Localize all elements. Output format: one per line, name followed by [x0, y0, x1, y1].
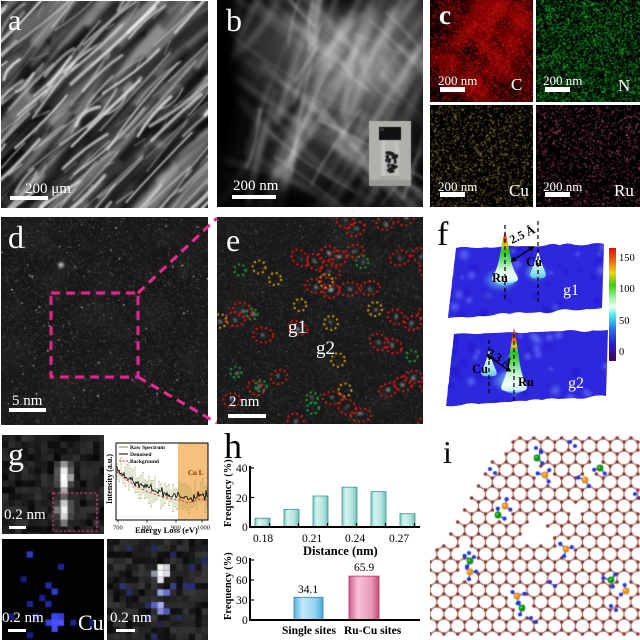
svg-text:60: 60	[236, 575, 248, 587]
svg-text:Cu L: Cu L	[188, 469, 204, 477]
svg-text:g2: g2	[568, 375, 584, 392]
svg-text:100: 100	[619, 284, 635, 295]
svg-text:2.5 Å: 2.5 Å	[507, 222, 537, 246]
svg-text:Distance (nm): Distance (nm)	[303, 544, 378, 558]
svg-text:1000: 1000	[197, 525, 210, 532]
svg-text:0: 0	[242, 615, 248, 627]
svg-text:20: 20	[236, 493, 248, 505]
svg-text:40: 40	[236, 463, 248, 475]
svg-text:Ru-Cu sites: Ru-Cu sites	[344, 625, 402, 637]
svg-text:Ru: Ru	[492, 271, 508, 285]
svg-text:700: 700	[113, 525, 123, 532]
svg-text:Background: Background	[130, 459, 159, 465]
svg-text:Frequency (%): Frequency (%)	[223, 552, 234, 620]
svg-text:Denoised: Denoised	[130, 452, 151, 458]
svg-text:0: 0	[619, 347, 624, 358]
svg-text:Single sites: Single sites	[282, 625, 337, 637]
svg-text:Ru: Ru	[518, 375, 534, 389]
svg-text:30: 30	[236, 595, 248, 607]
svg-text:34.1: 34.1	[298, 584, 318, 596]
svg-text:900: 900	[171, 525, 181, 532]
svg-text:800: 800	[142, 525, 152, 532]
svg-text:Cu: Cu	[472, 362, 488, 376]
svg-text:Intensity (a.u.): Intensity (a.u.)	[105, 454, 114, 504]
svg-text:50: 50	[619, 316, 630, 327]
svg-text:0.21: 0.21	[302, 533, 322, 545]
svg-text:0.27: 0.27	[389, 533, 409, 545]
svg-text:0: 0	[242, 522, 248, 534]
svg-text:Energy Loss (eV): Energy Loss (eV)	[135, 525, 198, 535]
svg-text:g1: g1	[563, 282, 579, 299]
svg-text:0.18: 0.18	[253, 533, 273, 545]
svg-text:150: 150	[619, 253, 635, 264]
svg-text:0.24: 0.24	[345, 533, 365, 545]
svg-text:90: 90	[236, 555, 248, 567]
svg-text:65.9: 65.9	[354, 562, 374, 574]
svg-text:Frequency (%): Frequency (%)	[223, 459, 234, 527]
svg-text:Cu: Cu	[526, 255, 542, 269]
svg-text:Raw Spectrum: Raw Spectrum	[130, 445, 165, 451]
